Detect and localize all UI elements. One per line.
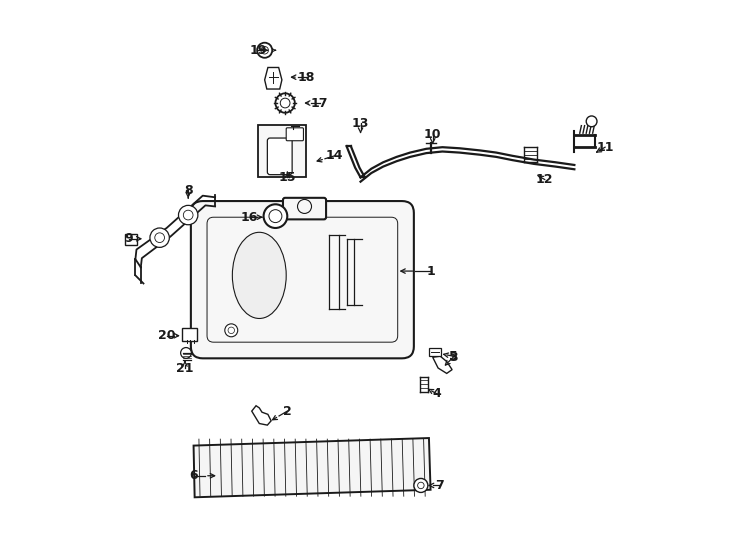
Circle shape	[280, 98, 290, 108]
Ellipse shape	[233, 232, 286, 319]
Text: 18: 18	[298, 71, 316, 84]
Text: 1: 1	[426, 265, 435, 278]
Text: 4: 4	[432, 387, 441, 400]
Polygon shape	[265, 68, 282, 89]
FancyBboxPatch shape	[267, 138, 292, 174]
Circle shape	[181, 348, 192, 359]
Text: 20: 20	[158, 329, 175, 342]
Text: 10: 10	[424, 128, 441, 141]
FancyBboxPatch shape	[126, 234, 137, 245]
Circle shape	[257, 43, 272, 58]
Polygon shape	[252, 406, 271, 425]
FancyBboxPatch shape	[283, 198, 326, 219]
Circle shape	[178, 205, 198, 225]
Circle shape	[275, 93, 295, 113]
Circle shape	[297, 199, 311, 213]
Text: 15: 15	[278, 171, 296, 184]
Circle shape	[228, 327, 234, 334]
Text: 17: 17	[311, 97, 328, 110]
Text: 14: 14	[326, 150, 344, 163]
Text: 3: 3	[449, 351, 457, 364]
FancyBboxPatch shape	[182, 328, 197, 341]
Text: 2: 2	[283, 404, 291, 417]
Circle shape	[264, 204, 287, 228]
Text: 21: 21	[176, 361, 194, 375]
Circle shape	[225, 324, 238, 337]
Text: 12: 12	[536, 173, 553, 186]
FancyBboxPatch shape	[191, 201, 414, 359]
Circle shape	[418, 482, 424, 489]
FancyBboxPatch shape	[286, 128, 303, 141]
Text: 9: 9	[125, 232, 134, 245]
Text: 6: 6	[189, 469, 198, 482]
Text: 7: 7	[435, 479, 444, 492]
Text: 13: 13	[352, 117, 369, 130]
Text: 8: 8	[184, 184, 192, 197]
Polygon shape	[433, 356, 452, 374]
Text: 11: 11	[596, 141, 614, 154]
Circle shape	[150, 228, 170, 247]
Circle shape	[155, 233, 164, 242]
Circle shape	[269, 210, 282, 222]
Circle shape	[261, 46, 269, 54]
Bar	[258, 125, 305, 177]
Text: 5: 5	[448, 350, 457, 363]
Circle shape	[184, 210, 193, 220]
Circle shape	[414, 478, 428, 492]
Text: 16: 16	[241, 211, 258, 224]
Text: 19: 19	[250, 44, 267, 57]
FancyBboxPatch shape	[429, 348, 441, 356]
Circle shape	[586, 116, 597, 127]
Polygon shape	[194, 438, 431, 497]
